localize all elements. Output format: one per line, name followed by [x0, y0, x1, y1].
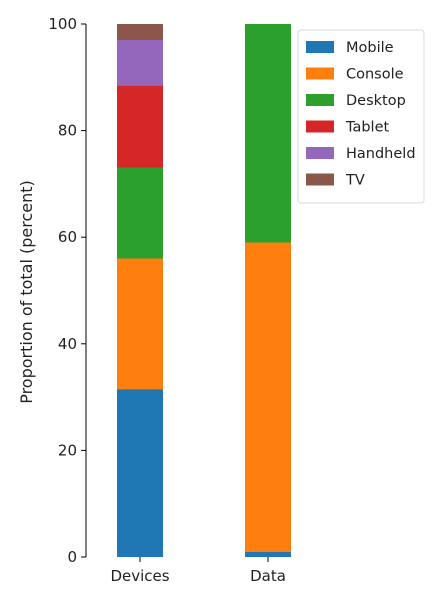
legend-swatch-tablet [306, 120, 334, 133]
y-tick-label: 80 [58, 122, 77, 140]
bar-segment-devices-tv [117, 24, 163, 40]
x-tick-label: Devices [110, 567, 169, 585]
bar-segment-devices-desktop [117, 167, 163, 259]
legend-swatch-console [306, 67, 334, 80]
legend-label-handheld: Handheld [346, 146, 416, 162]
bar-segment-devices-console [117, 258, 163, 390]
legend: Mobile Console Desktop Tablet Handheld TV [297, 29, 425, 204]
y-tick-label: 100 [48, 15, 77, 33]
legend-label-mobile: Mobile [346, 40, 394, 56]
bar-segment-devices-mobile [117, 389, 163, 557]
bar-segment-devices-handheld [117, 39, 163, 86]
bar-segment-data-desktop [245, 24, 291, 243]
bar-segment-data-mobile [245, 551, 291, 557]
legend-label-console: Console [346, 67, 404, 83]
legend-label-desktop: Desktop [346, 93, 406, 109]
x-tick-label: Data [250, 567, 286, 585]
bars-layer [117, 24, 291, 557]
legend-swatch-desktop [306, 94, 334, 106]
bar-segment-devices-tablet [117, 85, 163, 168]
y-tick-label: 20 [58, 441, 77, 459]
axes-layer: 0 20 40 60 80 100 Devices Data [48, 15, 286, 585]
y-tick-label: 40 [58, 335, 77, 353]
bar-segment-data-console [245, 242, 291, 552]
legend-swatch-tv [306, 173, 334, 186]
legend-label-tv: TV [345, 173, 365, 189]
legend-label-tablet: Tablet [345, 120, 389, 136]
y-tick-label: 0 [67, 548, 77, 566]
legend-swatch-mobile [306, 41, 334, 53]
legend-swatch-handheld [306, 147, 334, 159]
y-tick-label: 60 [58, 228, 77, 246]
y-axis-title: Proportion of total (percent) [17, 180, 36, 404]
